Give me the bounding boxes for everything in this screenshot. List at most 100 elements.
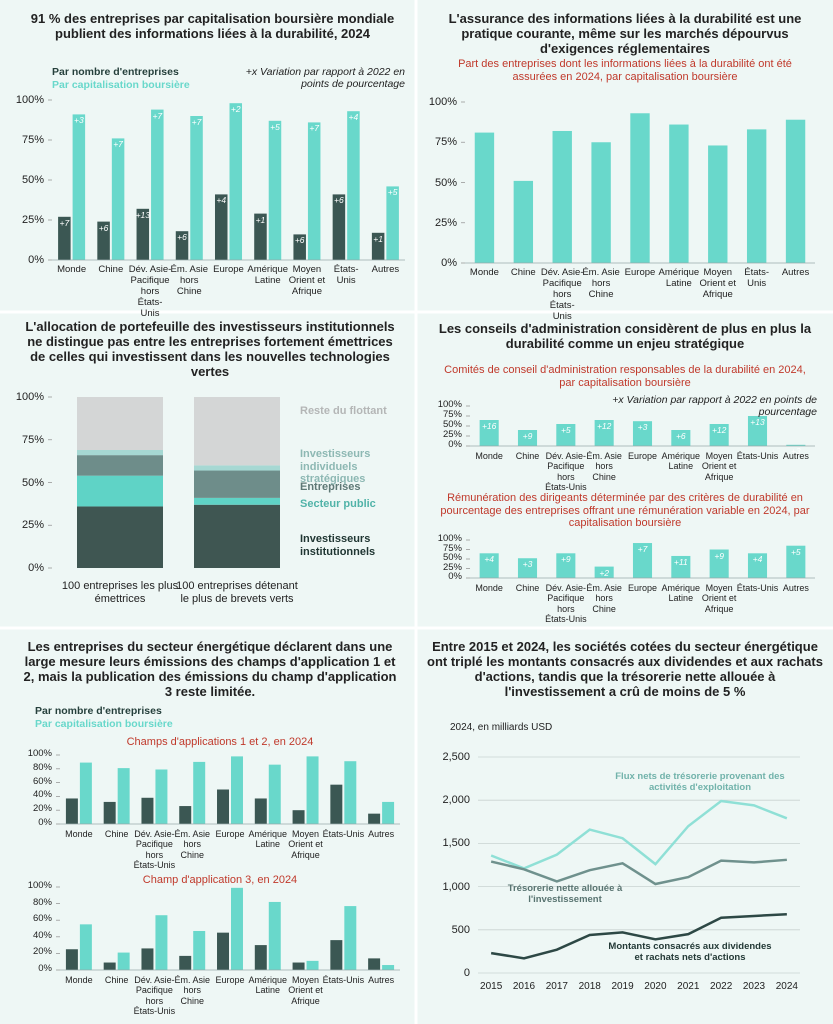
y-tick-label: 100% (15, 391, 44, 403)
change-label: +6 (177, 232, 187, 243)
y-tick-label: 25% (442, 561, 462, 573)
bar (709, 424, 729, 446)
series-label: Montants consacrés aux dividendes et rac… (608, 941, 772, 963)
bar (141, 797, 154, 824)
bar (193, 761, 206, 824)
y-tick-label: 50% (442, 419, 462, 430)
bar (72, 114, 86, 261)
x-tick-label: 100 entreprises les plus émettrices (61, 580, 179, 605)
bar-segment (77, 455, 163, 476)
bar-segment (194, 397, 280, 466)
bar (594, 420, 614, 446)
line-series (490, 912, 787, 960)
x-tick-label: 2015 (480, 981, 503, 992)
bar (344, 906, 357, 970)
legend-label: Par capitalisation boursière (35, 718, 173, 730)
bar (330, 784, 343, 824)
bar-segment (194, 470, 280, 498)
change-label: +6 (98, 222, 109, 233)
change-label: +7 (59, 217, 70, 228)
bar (368, 958, 381, 970)
change-label: +7 (637, 544, 648, 555)
change-label: +12 (596, 421, 612, 431)
bar (231, 756, 243, 824)
bar-segment (77, 450, 163, 456)
y-tick-label: 100% (15, 94, 44, 106)
bar (179, 806, 192, 824)
legend-label: Par nombre d'entreprises (52, 66, 179, 78)
x-tick-label: États-Unis (744, 267, 770, 289)
x-tick-label: Moyen Orient et Afrique (288, 829, 323, 860)
x-tick-label: Amérique Latine (248, 829, 288, 850)
bar (190, 116, 203, 260)
bar (556, 553, 576, 578)
bar (786, 545, 806, 578)
bar (344, 761, 357, 824)
y-tick-label: 50% (434, 176, 457, 189)
bar (117, 952, 130, 970)
y-tick-label: 0 (463, 967, 470, 979)
bar (254, 945, 267, 970)
change-label: +9 (560, 554, 571, 565)
legend-label: Par nombre d'entreprises (35, 705, 162, 717)
y-tick-label: 80% (32, 896, 52, 908)
change-label: +7 (152, 110, 163, 121)
x-tick-label: 100 entreprises détenant le plus de brev… (176, 580, 298, 605)
bar (65, 949, 78, 970)
x-tick-label: Ém. Asie hors Chine (174, 829, 210, 860)
chart-title: 91 % des entreprises par capitalisation … (30, 11, 395, 41)
change-label: +7 (191, 117, 202, 127)
y-tick-label: 1,000 (442, 880, 470, 893)
change-label: +4 (216, 195, 227, 206)
bar (217, 932, 229, 970)
x-tick-label: Dév. Asie-Pacifique hors États-Unis (128, 264, 172, 319)
x-tick-label: États-Unis (322, 829, 365, 839)
x-tick-label: Europe (624, 267, 656, 278)
legend-label: Investisseurs individuels stratégiques (300, 448, 371, 486)
series-label: Trésorerie nette allouée à l'investissem… (507, 883, 623, 905)
bar (58, 216, 71, 260)
bar (330, 940, 343, 970)
x-tick-label: Chine (515, 583, 540, 593)
bar (229, 103, 243, 260)
y-tick-label: 100% (27, 748, 52, 759)
x-tick-label: Autres (781, 267, 810, 278)
change-label: +3 (74, 115, 84, 126)
bar (268, 764, 281, 824)
bar (103, 962, 116, 970)
chart-title: L'allocation de portefeuille des investi… (25, 319, 395, 379)
y-tick-label: 60% (32, 913, 52, 925)
bar (371, 232, 385, 260)
bar (632, 543, 653, 578)
y-tick-label: 50% (442, 552, 462, 563)
change-label: +16 (481, 421, 497, 431)
y-tick-label: 20% (32, 946, 52, 958)
x-tick-label: Dév. Asie-Pacifique hors États-Unis (545, 451, 587, 493)
change-label: +13 (750, 417, 765, 427)
x-tick-label: Moyen Orient et Afrique (701, 451, 737, 482)
y-tick-label: 0% (441, 257, 457, 269)
y-tick-label: 75% (21, 134, 44, 146)
bar (671, 555, 691, 578)
x-tick-label: Ém. Asie hors Chine (174, 975, 210, 1006)
x-tick-label: Amérique Latine (248, 975, 288, 996)
change-label: +3 (637, 422, 648, 433)
bar (292, 962, 305, 970)
y-tick-label: 100% (437, 399, 462, 410)
y-tick-label: 40% (32, 929, 52, 941)
bar-segment (77, 397, 163, 451)
y-tick-label: 75% (442, 409, 462, 420)
x-tick-label: Chine (104, 829, 129, 839)
x-tick-label: Moyen Orient et Afrique (701, 583, 737, 614)
y-tick-label: 25% (442, 429, 462, 440)
bar (268, 901, 281, 970)
y-tick-label: 0% (38, 817, 52, 828)
x-tick-label: Monde (475, 583, 503, 593)
x-tick-label: Europe (215, 829, 245, 839)
bar (552, 130, 572, 263)
change-label: +3 (522, 559, 533, 570)
bar (479, 420, 499, 446)
x-tick-label: Chine (515, 451, 540, 461)
chart-title: L'assurance des informations liées à la … (448, 11, 802, 56)
